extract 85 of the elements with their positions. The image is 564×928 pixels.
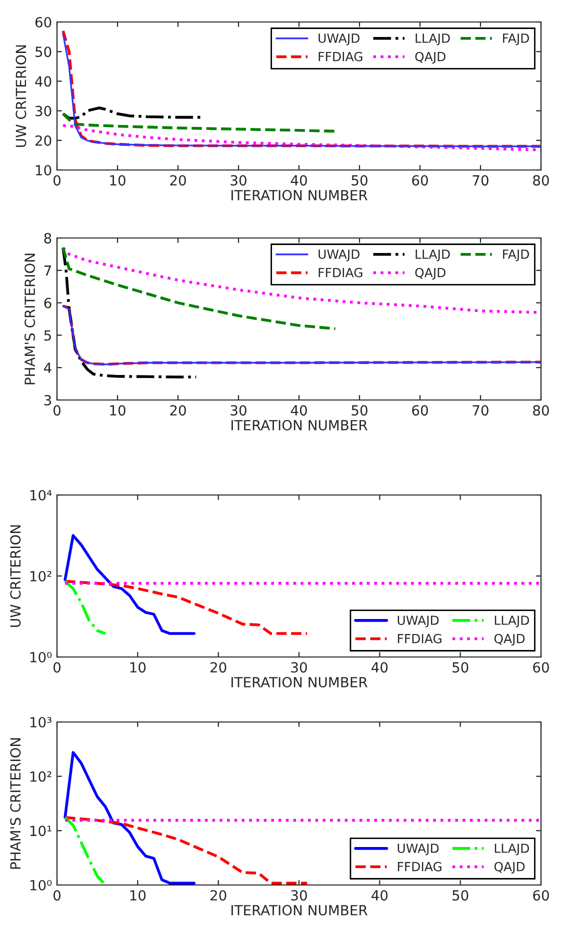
x-tick-label: 50 bbox=[352, 405, 368, 416]
line-series bbox=[62, 246, 198, 378]
x-tick-label: 30 bbox=[291, 890, 307, 901]
x-tick-label: 20 bbox=[170, 175, 186, 186]
x-tick-label: 80 bbox=[533, 405, 549, 416]
legend-label: QAJD bbox=[415, 268, 446, 280]
legend-label: FAJD bbox=[503, 250, 530, 262]
legend-label: LLAJD bbox=[494, 844, 530, 856]
y-tick-label: 10¹ bbox=[30, 826, 52, 836]
legend-label: QAJD bbox=[494, 634, 525, 646]
x-tick-label: 50 bbox=[452, 662, 468, 673]
legend-label: LLAJD bbox=[494, 616, 530, 628]
legend-label: UWAJD bbox=[398, 616, 439, 628]
legend-label: FFDIAG bbox=[398, 634, 442, 644]
y-tick-label: 10² bbox=[30, 771, 52, 782]
x-tick-label: 30 bbox=[230, 405, 246, 416]
x-tick-label: 10 bbox=[110, 175, 126, 186]
line-series bbox=[64, 816, 107, 885]
legend-label: UWAJD bbox=[318, 34, 360, 46]
y-axis-title: PHAM'S CRITERION bbox=[24, 254, 36, 384]
legend-label: FAJD bbox=[503, 34, 530, 46]
x-tick-label: 70 bbox=[472, 175, 488, 186]
legend-label: QAJD bbox=[415, 52, 446, 64]
x-tick-label: 50 bbox=[452, 890, 468, 901]
x-tick-label: 20 bbox=[210, 662, 226, 673]
y-tick-label: 8 bbox=[44, 232, 52, 244]
line-series bbox=[64, 816, 308, 885]
y-tick-label: 10² bbox=[30, 570, 52, 582]
x-tick-label: 40 bbox=[290, 175, 307, 186]
x-tick-label: 10 bbox=[130, 662, 146, 673]
line-series bbox=[62, 112, 337, 133]
line-series bbox=[64, 751, 196, 885]
x-axis-title: ITERATION NUMBER bbox=[232, 190, 368, 200]
legend-label: LLAJD bbox=[416, 34, 450, 46]
line-series bbox=[64, 580, 107, 635]
x-tick-label: 60 bbox=[412, 175, 428, 186]
x-tick-label: 20 bbox=[170, 405, 186, 416]
x-axis-title: ITERATION NUMBER bbox=[232, 420, 368, 430]
x-tick-label: 50 bbox=[352, 175, 368, 186]
y-tick-label: 20 bbox=[35, 135, 52, 146]
y-tick-label: 3 bbox=[44, 394, 52, 406]
y-axis-title: UW CRITERION bbox=[16, 45, 26, 147]
y-tick-label: 40 bbox=[35, 76, 52, 87]
legend-label: QAJD bbox=[494, 862, 525, 874]
x-tick-label: 30 bbox=[230, 175, 246, 186]
x-tick-label: 10 bbox=[110, 405, 126, 416]
x-tick-label: 20 bbox=[210, 890, 226, 901]
x-tick-label: 40 bbox=[372, 662, 388, 673]
x-tick-label: 40 bbox=[290, 405, 307, 416]
legend-label: FFDIAG bbox=[398, 862, 442, 872]
x-tick-label: 60 bbox=[412, 405, 428, 416]
x-tick-label: 80 bbox=[533, 175, 549, 186]
x-tick-label: 0 bbox=[53, 662, 60, 673]
y-axis-title: UW CRITERION bbox=[10, 525, 21, 627]
x-tick-label: 70 bbox=[472, 405, 488, 416]
legend-label: FFDIAG bbox=[318, 52, 362, 62]
y-tick-label: 10³ bbox=[30, 716, 52, 728]
legend-label: UWAJD bbox=[318, 250, 360, 262]
x-tick-label: 30 bbox=[291, 662, 307, 673]
x-tick-label: 10 bbox=[130, 890, 146, 901]
y-tick-label: 10 bbox=[36, 164, 52, 176]
legend-label: LLAJD bbox=[416, 250, 450, 262]
x-tick-label: 0 bbox=[53, 890, 60, 901]
y-tick-label: 60 bbox=[35, 16, 52, 28]
y-tick-label: 30 bbox=[36, 106, 52, 116]
y-tick-label: 10⁰ bbox=[30, 652, 52, 662]
y-tick-label: 6 bbox=[44, 298, 52, 308]
line-series bbox=[64, 534, 196, 635]
x-tick-label: 0 bbox=[53, 405, 60, 416]
y-tick-label: 10⁴ bbox=[30, 490, 52, 500]
x-axis-title: ITERATION NUMBER bbox=[232, 904, 368, 916]
y-tick-label: 50 bbox=[36, 46, 52, 58]
line-series bbox=[64, 580, 308, 635]
x-tick-label: 60 bbox=[533, 890, 549, 901]
y-axis-title: PHAM'S CRITERION bbox=[10, 738, 21, 869]
x-tick-label: 60 bbox=[533, 662, 549, 673]
y-tick-label: 7 bbox=[44, 266, 51, 276]
legend-label: FFDIAG bbox=[318, 268, 362, 278]
y-tick-label: 4 bbox=[44, 362, 52, 373]
x-axis-title: ITERATION NUMBER bbox=[232, 676, 368, 688]
x-tick-label: 0 bbox=[53, 175, 60, 186]
y-tick-label: 5 bbox=[44, 330, 51, 341]
legend-label: UWAJD bbox=[398, 844, 439, 856]
x-tick-label: 40 bbox=[372, 890, 388, 901]
y-tick-label: 10⁰ bbox=[30, 880, 52, 890]
